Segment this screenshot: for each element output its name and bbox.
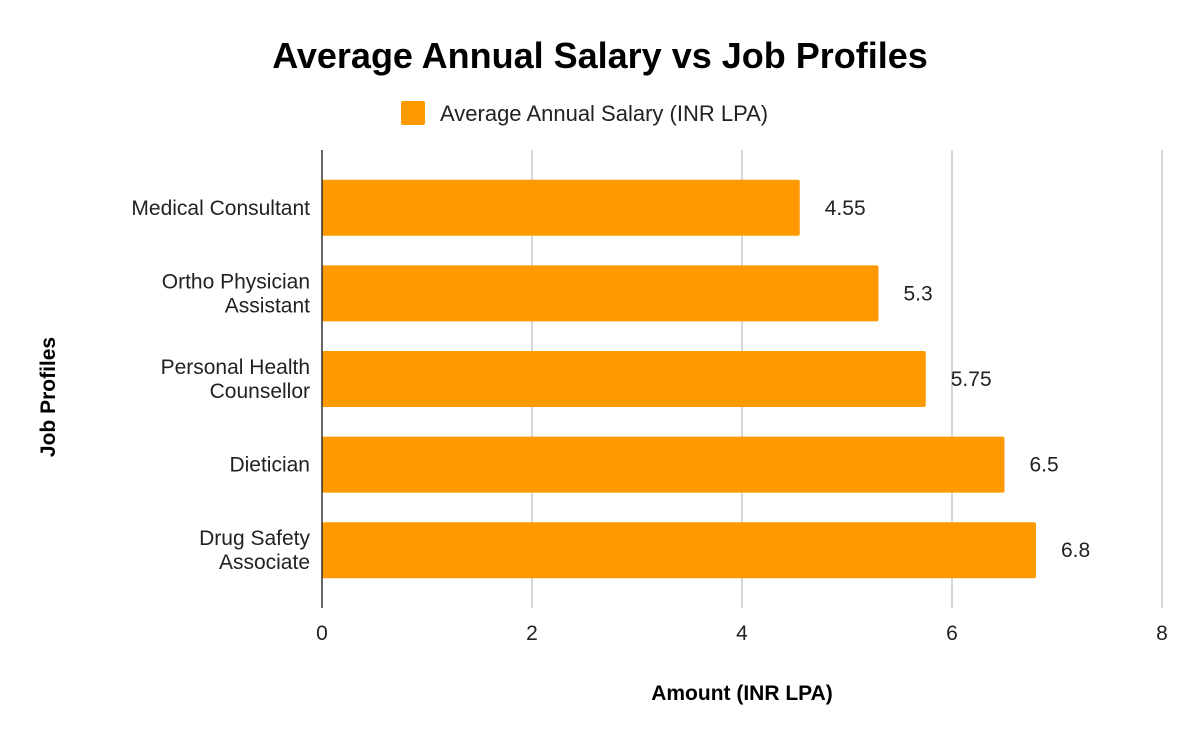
bar [322,179,800,236]
y-axis-title: Job Profiles [37,337,60,457]
x-tick-label: 8 [1156,622,1168,645]
legend-swatch [401,101,425,125]
x-axis-title: Amount (INR LPA) [651,682,833,705]
data-label: 6.8 [1061,539,1090,562]
category-label: Drug Safety Associate [199,527,310,574]
x-tick-label: 6 [946,622,958,645]
data-label: 4.55 [825,197,866,220]
bar [322,436,1005,493]
category-labels: Medical Consultant Ortho Physician Assista… [131,197,310,574]
category-label: Ortho Physician Assistant [162,270,310,317]
chart-title: Average Annual Salary vs Job Profiles [272,35,928,76]
x-tick-labels: 0 2 4 6 8 [316,622,1168,645]
legend: Average Annual Salary (INR LPA) [401,101,768,126]
data-labels: 4.55 5.3 5.75 6.5 6.8 [825,197,1090,562]
category-label: Medical Consultant [131,197,310,220]
category-label: Personal Health Counsellor [161,356,310,403]
x-tick-label: 2 [526,622,538,645]
data-label: 5.75 [951,368,992,391]
bars [322,179,1036,579]
data-label: 5.3 [904,282,933,305]
legend-label: Average Annual Salary (INR LPA) [440,101,768,126]
x-tick-label: 4 [736,622,748,645]
x-tick-label: 0 [316,622,328,645]
data-label: 6.5 [1030,454,1059,477]
bar [322,265,879,322]
bar [322,522,1036,579]
bar [322,351,926,407]
category-label: Dietician [229,454,310,477]
